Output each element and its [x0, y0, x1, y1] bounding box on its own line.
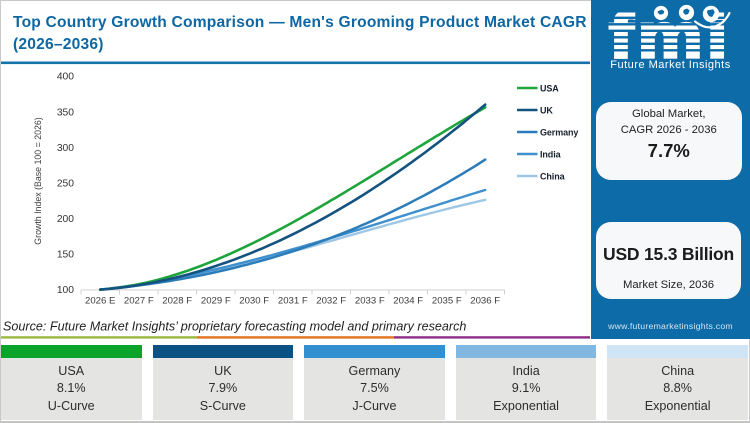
svg-text:200: 200	[57, 214, 74, 225]
svg-text:2033 F: 2033 F	[355, 296, 385, 307]
svg-text:300: 300	[57, 143, 74, 154]
svg-text:China: China	[540, 172, 566, 182]
svg-text:Germany: Germany	[540, 128, 578, 138]
svg-text:India: India	[540, 150, 562, 160]
svg-text:Source: Future Market Insights: Source: Future Market Insights’ propriet…	[3, 320, 466, 334]
svg-text:2035 F: 2035 F	[432, 296, 462, 307]
svg-text:Growth Index (Base 100 = 2026): Growth Index (Base 100 = 2026)	[33, 117, 43, 244]
svg-text:150: 150	[57, 250, 74, 261]
svg-text:UK: UK	[540, 106, 553, 116]
svg-text:2031 F: 2031 F	[278, 296, 308, 307]
svg-text:2034 F: 2034 F	[393, 296, 423, 307]
svg-text:2036 F: 2036 F	[470, 296, 500, 307]
svg-text:2027 F: 2027 F	[124, 296, 154, 307]
svg-text:2029 F: 2029 F	[201, 296, 231, 307]
svg-text:350: 350	[57, 107, 74, 118]
svg-text:2028 F: 2028 F	[162, 296, 192, 307]
svg-text:400: 400	[57, 72, 74, 83]
svg-text:250: 250	[57, 178, 74, 189]
svg-text:2026 E: 2026 E	[85, 296, 115, 307]
svg-text:USA: USA	[540, 84, 559, 94]
svg-text:2030 F: 2030 F	[239, 296, 269, 307]
svg-text:2032 F: 2032 F	[316, 296, 346, 307]
svg-text:100: 100	[57, 285, 74, 296]
svg-text:Future Market Insights: Future Market Insights	[610, 59, 730, 71]
